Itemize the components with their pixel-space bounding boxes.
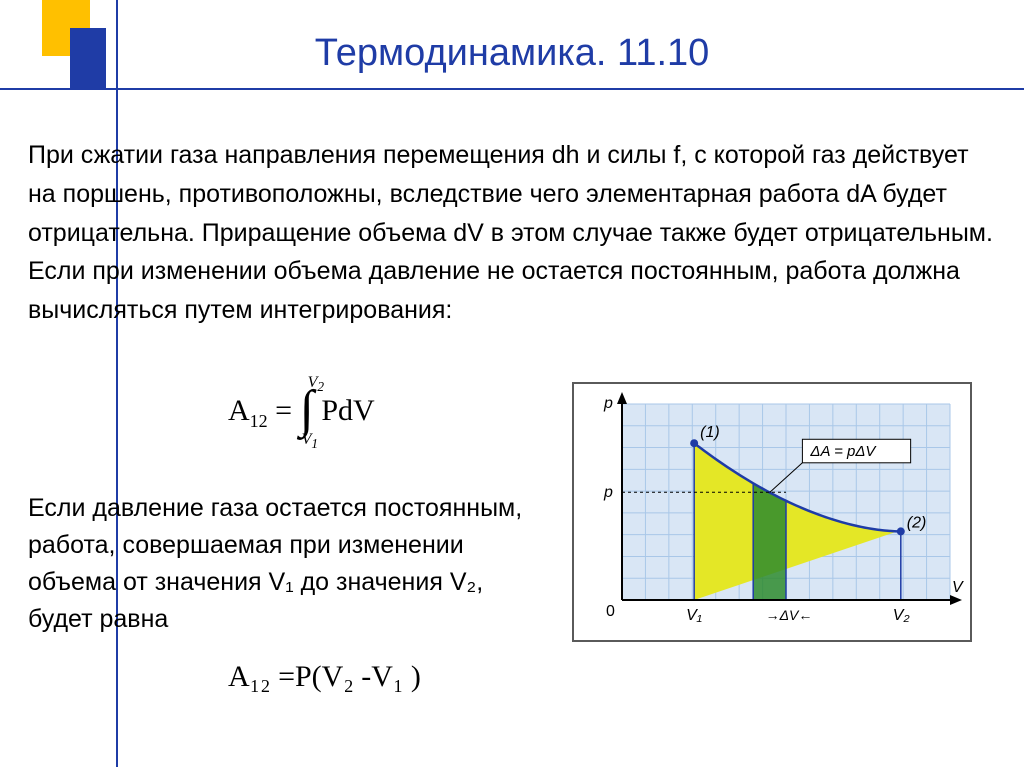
paragraph-2: Если давление газа остается постоянным, … [28,490,548,638]
eq1-sub: 12 [250,411,268,431]
svg-text:(2): (2) [907,514,927,531]
svg-text:0: 0 [606,603,615,620]
equation-work: A₁₂ =P(V₂ -V₁ ) [228,660,421,694]
int-upper: V2 [308,374,324,395]
equation-integral: A12 = V2 ∫ V1 PdV [228,392,375,434]
svg-text:V₂: V₂ [893,607,910,624]
horizontal-rule [0,88,1024,90]
paragraph-1: При сжатии газа направления перемещения … [28,136,996,332]
svg-text:(1): (1) [700,424,720,441]
pv-diagram-svg: (1) (2) p V 0 p V₁ →ΔV← V₂ ΔA = pΔV [574,384,970,640]
paragraph-1-text: При сжатии газа направления перемещения … [28,136,996,330]
svg-text:→ΔV←: →ΔV← [766,607,813,623]
vertical-rule [116,0,118,767]
int-lower: V1 [302,431,318,452]
eq1-integrand: PdV [321,394,374,427]
eq1-A: A [228,394,250,427]
svg-text:p: p [603,484,613,501]
integral-symbol: V2 ∫ V1 [300,392,314,434]
page-title: Термодинамика. 11.10 [0,32,1024,75]
paragraph-2-text: Если давление газа остается постоянным, … [28,490,548,638]
pv-diagram: (1) (2) p V 0 p V₁ →ΔV← V₂ ΔA = pΔV [572,382,972,642]
svg-text:V: V [952,579,964,596]
eq1-equals: = [268,394,300,427]
svg-text:V₁: V₁ [686,607,702,624]
svg-text:p: p [603,395,613,412]
svg-text:ΔA = pΔV: ΔA = pΔV [809,443,877,460]
